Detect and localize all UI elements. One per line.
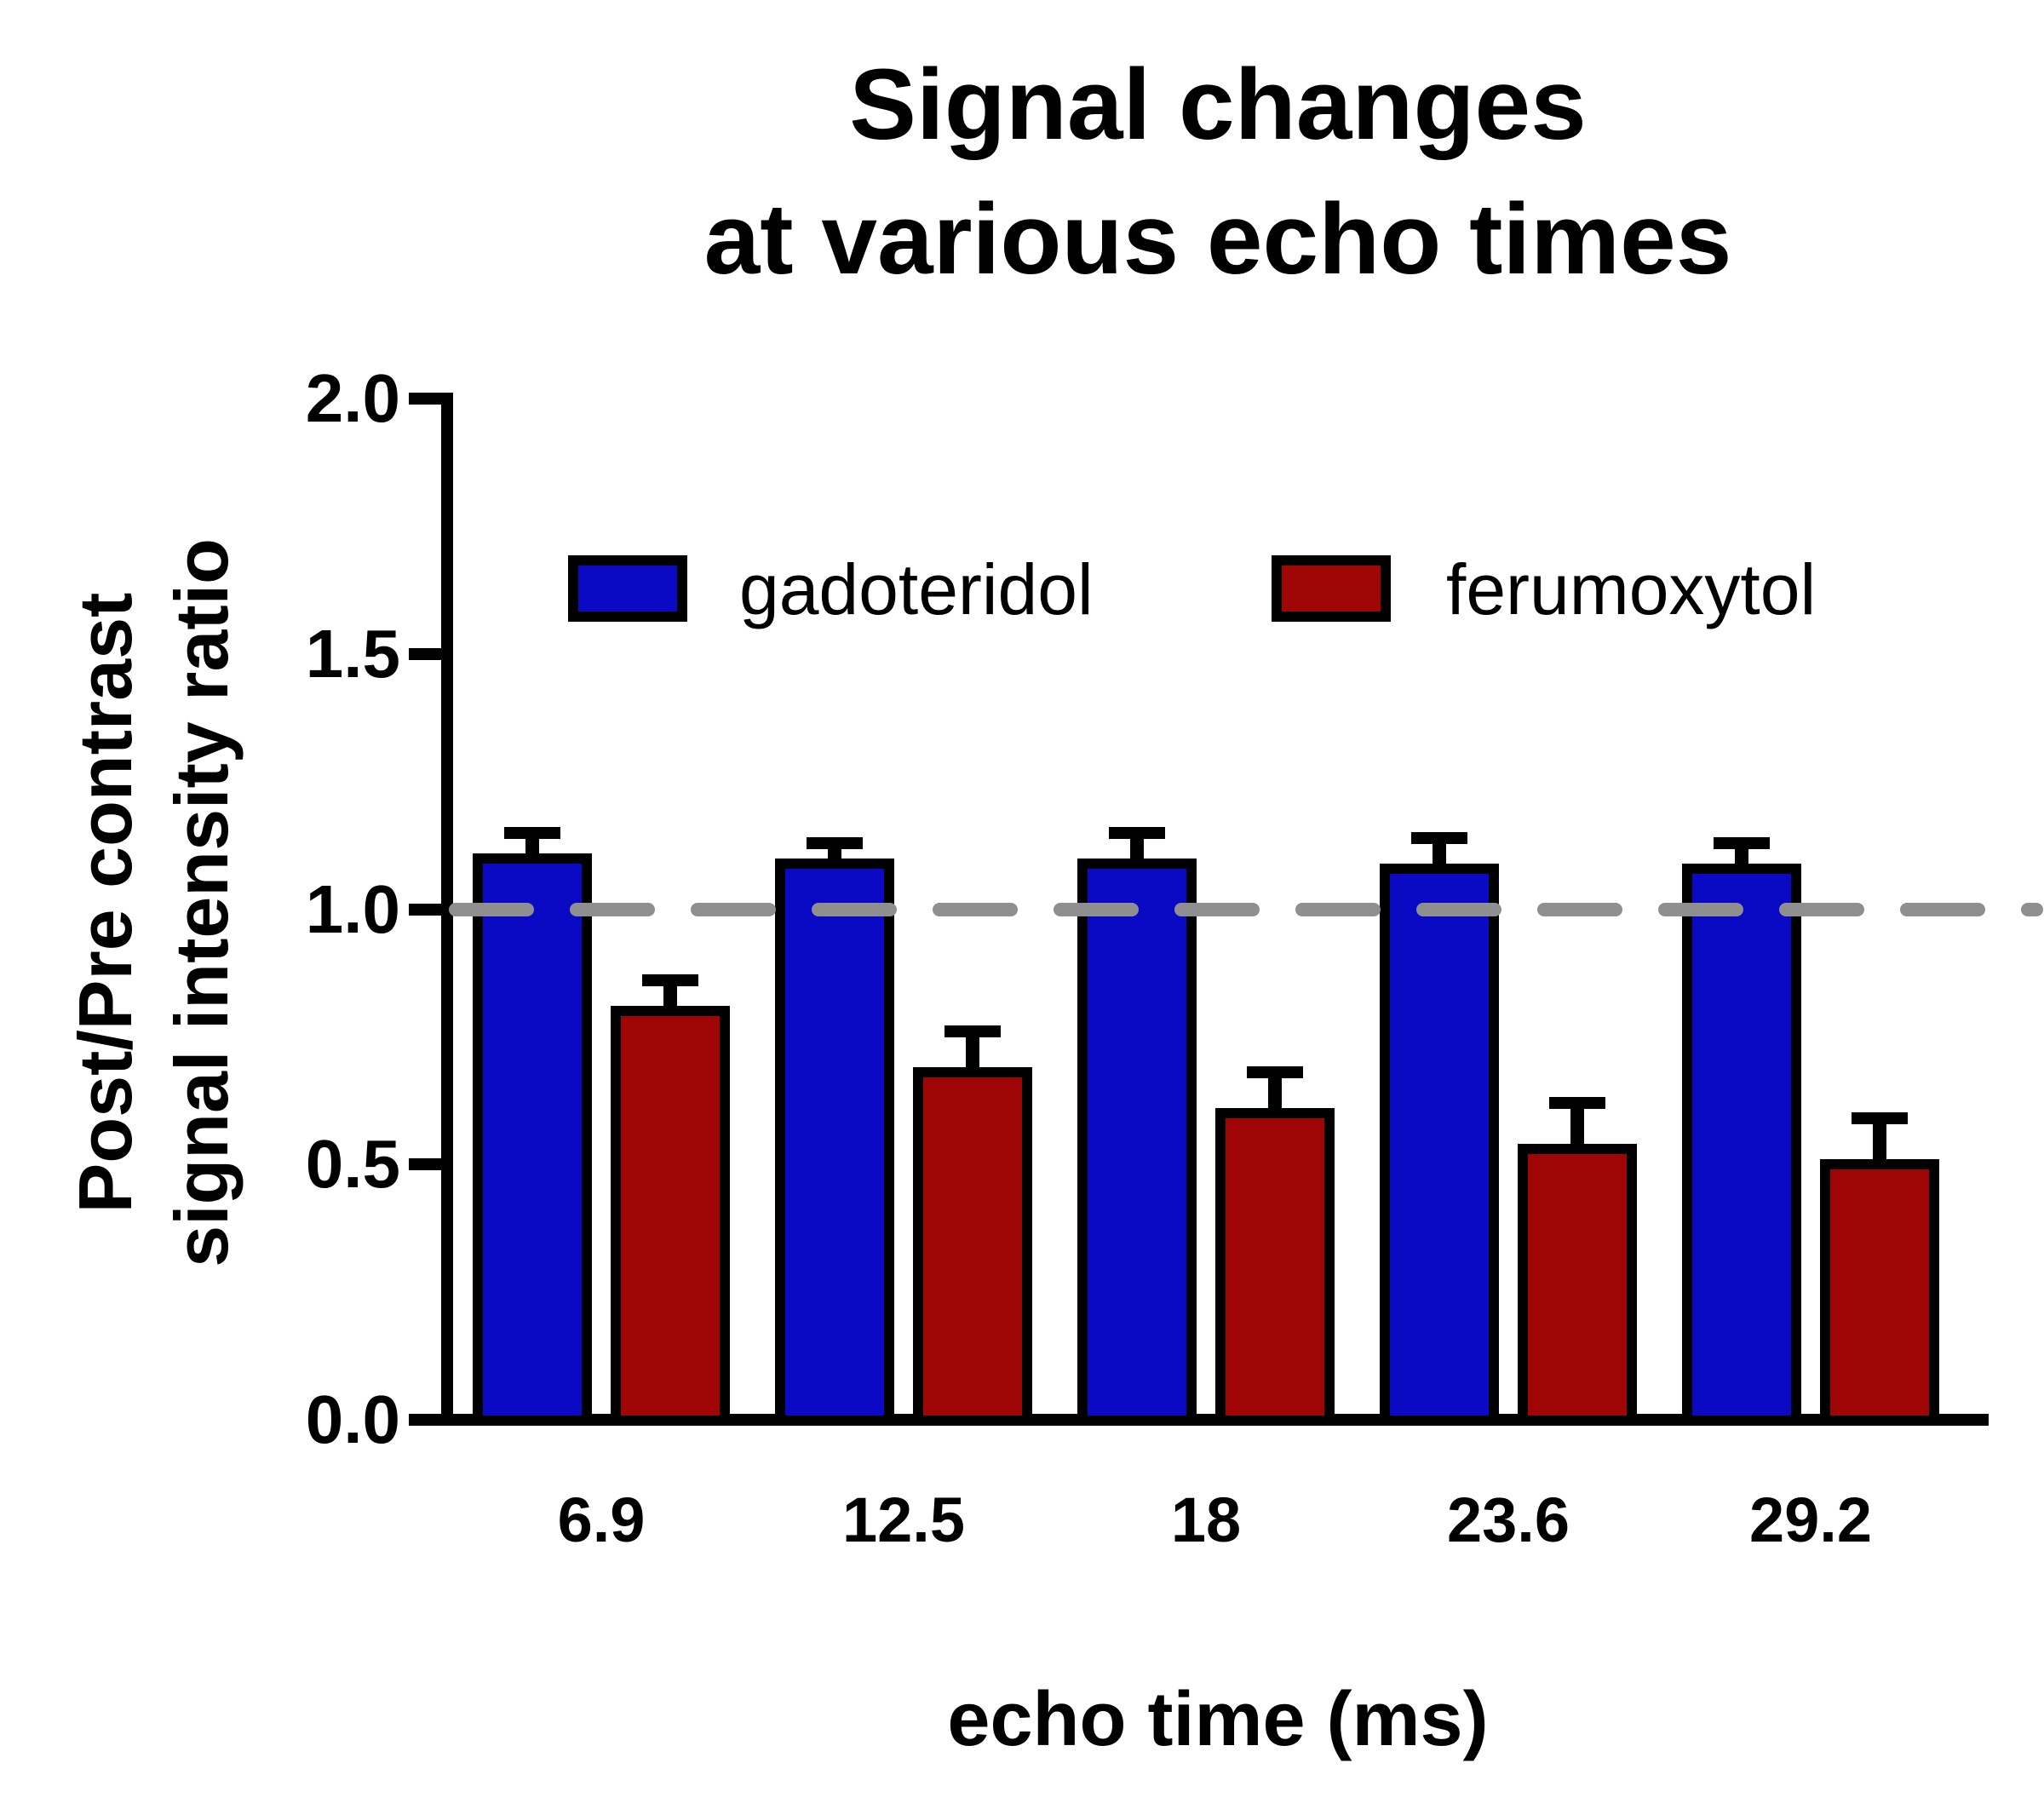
y-axis-title-line1: Post/Pre contrast <box>63 592 147 1214</box>
error-bar-cap-ferumoxytol-23.6 <box>1549 1097 1605 1110</box>
error-bar-stem-ferumoxytol-12.5 <box>966 1031 979 1069</box>
legend-label-ferumoxytol: ferumoxytol <box>1446 549 1817 629</box>
error-bar-cap-gadoteridol-6.9 <box>504 826 560 839</box>
y-tick-mark <box>409 1158 441 1171</box>
x-tick-label-18: 18 <box>1170 1485 1242 1555</box>
y-tick-mark <box>409 1414 441 1426</box>
error-bar-stem-gadoteridol-23.6 <box>1433 837 1446 865</box>
y-tick-label: 0.5 <box>305 1126 400 1203</box>
y-axis-line <box>441 393 453 1426</box>
chart-title-line2: at various echo times <box>703 183 1732 296</box>
y-tick-mark <box>409 903 441 916</box>
y-tick-mark <box>409 647 441 660</box>
error-bar-stem-ferumoxytol-29.2 <box>1873 1118 1886 1161</box>
error-bar-cap-ferumoxytol-6.9 <box>642 974 698 987</box>
legend-label-gadoteridol: gadoteridol <box>739 549 1094 629</box>
legend-swatch-gadoteridol <box>568 555 687 622</box>
error-bar-cap-gadoteridol-12.5 <box>807 836 863 849</box>
bar-ferumoxytol-6.9 <box>611 1006 730 1426</box>
error-bar-cap-gadoteridol-18 <box>1109 826 1165 839</box>
y-tick-label: 2.0 <box>305 360 400 436</box>
bar-ferumoxytol-12.5 <box>913 1067 1032 1426</box>
y-tick-label: 1.0 <box>305 870 400 947</box>
x-axis-title: echo time (ms) <box>947 1677 1489 1762</box>
x-tick-label-6.9: 6.9 <box>557 1485 646 1555</box>
y-tick-label: 1.5 <box>305 615 400 692</box>
reference-line-icon <box>449 902 2043 916</box>
bar-gadoteridol-6.9 <box>473 853 592 1426</box>
error-bar-cap-gadoteridol-29.2 <box>1714 836 1770 849</box>
bar-ferumoxytol-23.6 <box>1518 1144 1637 1426</box>
y-tick-label: 0.0 <box>305 1381 400 1457</box>
error-bar-cap-ferumoxytol-12.5 <box>944 1025 1001 1038</box>
error-bar-stem-gadoteridol-18 <box>1130 832 1144 860</box>
legend-swatch-ferumoxytol <box>1272 555 1391 622</box>
x-tick-label-12.5: 12.5 <box>841 1485 966 1555</box>
bar-ferumoxytol-29.2 <box>1820 1159 1939 1426</box>
bar-ferumoxytol-18 <box>1215 1108 1335 1426</box>
x-tick-label-29.2: 29.2 <box>1748 1485 1873 1555</box>
error-bar-stem-ferumoxytol-6.9 <box>663 980 677 1008</box>
error-bar-stem-ferumoxytol-23.6 <box>1570 1103 1584 1146</box>
error-bar-cap-ferumoxytol-18 <box>1247 1066 1303 1079</box>
chart-title: Signal changes at various echo times <box>366 37 2044 307</box>
error-bar-cap-ferumoxytol-29.2 <box>1852 1112 1908 1125</box>
x-tick-label-23.6: 23.6 <box>1446 1485 1570 1555</box>
bar-gadoteridol-23.6 <box>1380 864 1499 1426</box>
chart-title-line1: Signal changes <box>849 49 1587 161</box>
bar-gadoteridol-29.2 <box>1682 864 1801 1426</box>
y-tick-mark <box>409 393 441 405</box>
bar-gadoteridol-12.5 <box>775 859 894 1426</box>
bar-gadoteridol-18 <box>1077 859 1197 1426</box>
error-bar-cap-gadoteridol-23.6 <box>1411 831 1467 844</box>
error-bar-stem-ferumoxytol-18 <box>1268 1072 1282 1110</box>
